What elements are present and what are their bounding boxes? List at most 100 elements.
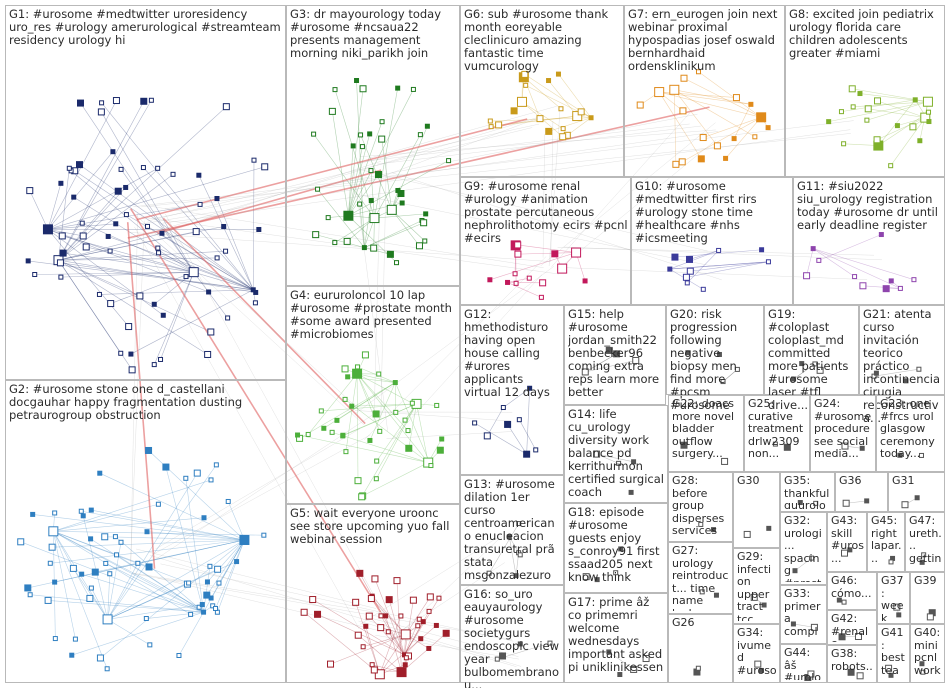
inter-group-edge [133, 120, 854, 208]
network-node [436, 595, 442, 601]
network-node [148, 97, 154, 103]
network-node [636, 101, 644, 109]
network-node [888, 163, 894, 169]
network-edge [334, 217, 375, 243]
network-node [88, 585, 94, 591]
network-edge [217, 539, 245, 613]
group-label-g28: G28: before group disperses services wed… [672, 475, 728, 539]
group-panel-g21: G21: atenta curso invitación teorico prá… [859, 305, 945, 425]
inter-group-edge [358, 123, 540, 164]
network-edge [868, 108, 926, 118]
network-node [766, 525, 772, 531]
network-node [642, 655, 650, 663]
network-node [183, 475, 189, 481]
network-node [114, 552, 120, 558]
inter-group-edge [364, 256, 547, 441]
network-node [112, 534, 118, 540]
network-edge [488, 523, 520, 574]
group-label-g39: G39 [914, 575, 937, 587]
network-node [328, 107, 336, 115]
network-edge [376, 403, 417, 479]
network-edge [733, 104, 752, 139]
network-edge [596, 453, 634, 463]
network-node [582, 573, 590, 581]
network-node [754, 660, 762, 668]
inter-group-edge [391, 172, 722, 281]
network-node [162, 463, 170, 471]
group-label-g13: G13: #urosome dilation 1er curso centroa… [464, 478, 555, 582]
network-node [345, 374, 351, 380]
inter-group-edge [130, 220, 145, 562]
network-node [716, 351, 722, 357]
network-node [79, 232, 87, 240]
group-label-g8: G8: excited join pediatrix urology flori… [789, 8, 934, 60]
network-edge [806, 248, 814, 276]
network-edge [669, 261, 769, 270]
network-edge [82, 222, 194, 273]
network-edge [158, 252, 254, 291]
network-node [42, 224, 53, 235]
network-edge [369, 382, 396, 441]
network-node [533, 447, 539, 453]
network-node [359, 85, 367, 93]
network-node [513, 280, 519, 286]
network-edge [416, 403, 429, 463]
network-node [392, 380, 398, 386]
network-node [512, 271, 518, 277]
network-node [370, 666, 378, 674]
inter-group-edge [548, 110, 561, 266]
network-edge [596, 453, 619, 464]
network-node [48, 526, 59, 537]
network-node [632, 356, 640, 364]
network-node [176, 653, 182, 659]
inter-group-edge [141, 216, 559, 275]
network-edge [307, 373, 358, 435]
group-label-g27: G27: urology reintroduct... time name le… [672, 545, 729, 611]
network-node [315, 186, 321, 192]
inter-group-edge [358, 168, 708, 252]
inter-group-edge [354, 410, 511, 422]
network-edge [215, 539, 245, 609]
network-node [314, 610, 322, 618]
network-node [671, 253, 679, 261]
network-edge [105, 563, 204, 613]
network-node [842, 499, 850, 507]
network-node [732, 94, 740, 102]
network-edge [369, 615, 405, 656]
network-node [204, 579, 210, 585]
network-node [144, 529, 150, 535]
network-node [765, 259, 771, 265]
network-edge [107, 619, 150, 646]
group-panel-g20: G20: risk progression following negative… [666, 305, 764, 412]
network-edge [70, 170, 194, 273]
network-node [756, 112, 767, 123]
network-node [873, 370, 879, 376]
network-node [523, 82, 529, 88]
network-edge [404, 600, 414, 655]
inter-group-edge [542, 134, 545, 258]
network-edge [687, 250, 719, 284]
network-edge [47, 151, 114, 230]
network-edge [54, 539, 245, 583]
network-edge [487, 407, 504, 437]
network-edge [585, 353, 617, 373]
network-node [80, 513, 86, 519]
group-label-g29: G29: infection upper tract tcc mimic... [737, 551, 772, 621]
network-edge [210, 539, 245, 599]
inter-group-edge [557, 247, 874, 256]
network-node [214, 565, 222, 573]
network-node [514, 241, 522, 249]
network-edge [356, 373, 409, 431]
inter-group-edge [160, 563, 514, 642]
network-node [516, 96, 527, 107]
network-node [761, 602, 767, 608]
network-edge [193, 271, 254, 291]
network-node [206, 289, 212, 295]
inter-group-edge [164, 131, 719, 210]
network-node [816, 257, 822, 263]
network-node [743, 530, 751, 538]
network-node [354, 78, 360, 84]
network-edge [348, 133, 370, 216]
network-edge [153, 272, 195, 365]
network-edge [62, 235, 194, 273]
